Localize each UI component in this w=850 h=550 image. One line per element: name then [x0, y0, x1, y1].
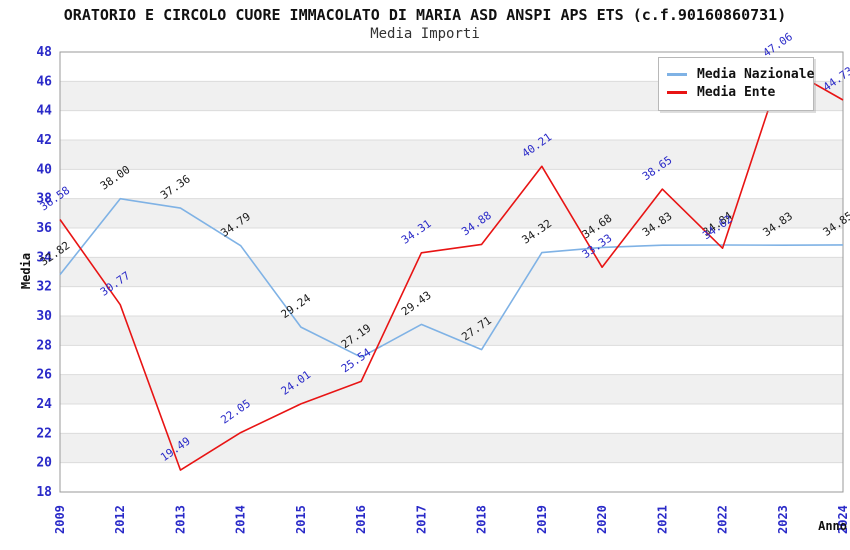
plot-band: [60, 140, 843, 170]
plot-band: [60, 316, 843, 346]
series-line-media-ente: [59, 65, 844, 471]
y-tick-label: 46: [36, 74, 52, 89]
y-tick-label: 28: [36, 338, 52, 353]
x-axis-title: Anno: [818, 519, 847, 533]
x-tick-label: 2023: [776, 505, 790, 534]
y-tick-label: 20: [36, 456, 52, 471]
chart-legend: Media Nazionale Media Ente: [658, 57, 814, 111]
legend-label: Media Ente: [697, 85, 776, 100]
x-tick-label: 2015: [294, 505, 308, 534]
y-tick-label: 30: [36, 309, 52, 324]
plot-band: [60, 404, 843, 434]
y-tick-label: 40: [36, 162, 52, 177]
plot-band: [60, 374, 843, 404]
x-tick-label: 2009: [53, 505, 67, 534]
chart-subtitle: Media Importi: [370, 26, 480, 42]
x-tick-label: 2017: [414, 505, 428, 534]
legend-label: Media Nazionale: [697, 67, 815, 82]
x-tick-label: 2018: [475, 505, 489, 534]
legend-swatch-media-nazionale-icon: [667, 73, 687, 76]
y-axis-title: Media: [19, 252, 33, 290]
plot-border: [59, 51, 844, 493]
y-tick-label: 26: [36, 368, 52, 383]
y-tick-label: 34: [36, 250, 52, 265]
plot-band: [60, 198, 843, 228]
x-tick-label: 2013: [173, 505, 187, 534]
legend-item-media-ente: Media Ente: [667, 85, 805, 100]
y-tick-label: 22: [36, 426, 52, 441]
x-tick-label: 2016: [354, 505, 368, 534]
y-tick-label: 48: [36, 45, 52, 60]
x-tick-label: 2020: [595, 505, 609, 534]
y-tick-label: 42: [36, 133, 52, 148]
plot-band: [60, 286, 843, 316]
legend-swatch-media-ente-icon: [667, 91, 687, 94]
series-line-media-nazionale: [59, 197, 844, 359]
plot-band: [60, 257, 843, 287]
y-tick-label: 18: [36, 485, 52, 500]
x-tick-label: 2019: [535, 505, 549, 534]
plot-band: [60, 110, 843, 140]
legend-item-media-nazionale: Media Nazionale: [667, 67, 814, 82]
plot-band: [60, 462, 843, 492]
plot-band: [60, 169, 843, 199]
y-tick-label: 32: [36, 280, 52, 295]
plot-band: [60, 433, 843, 463]
plot-band: [60, 345, 843, 375]
y-tick-label: 38: [36, 192, 52, 207]
y-tick-label: 24: [36, 397, 52, 412]
x-tick-label: 2021: [655, 505, 669, 534]
x-tick-label: 2022: [716, 505, 730, 534]
x-tick-label: 2024: [836, 505, 850, 534]
x-tick-label: 2014: [234, 505, 248, 534]
x-tick-label: 2012: [113, 505, 127, 534]
chart-title: ORATORIO E CIRCOLO CUORE IMMACOLATO DI M…: [63, 6, 787, 24]
y-tick-label: 36: [36, 221, 52, 236]
plot-band: [60, 228, 843, 258]
y-tick-label: 44: [36, 104, 52, 119]
